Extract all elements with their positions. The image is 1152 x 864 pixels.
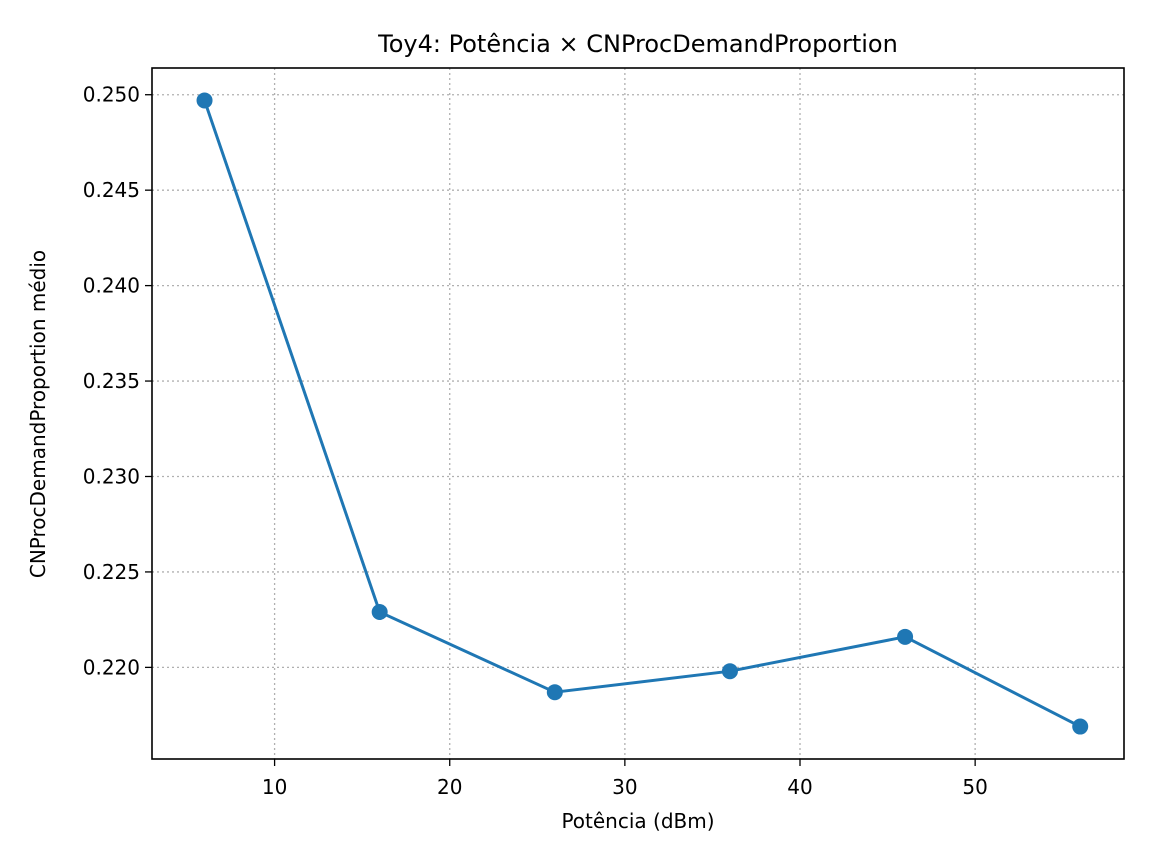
x-tick-label: 40 [787,775,812,799]
x-tick-label: 20 [437,775,462,799]
y-tick-label: 0.230 [83,464,140,488]
grid [152,68,1124,759]
data-point [1072,718,1089,735]
x-tick-label: 50 [962,775,987,799]
ticks: 10 20 30 40 50 0.220 0.225 0.230 0.235 0.240 0.245… [83,83,988,799]
x-tick-label: 30 [612,775,637,799]
x-tick-label: 10 [262,775,287,799]
series-line [203,98,1082,729]
x-axis-title: Potência (dBm) [561,809,714,833]
y-tick-label: 0.240 [83,274,140,298]
y-tick-label: 0.235 [83,369,140,393]
data-point [897,628,914,645]
y-tick-label: 0.250 [83,83,140,107]
data-point [196,92,213,109]
y-axis-title: CNProcDemandProportion médio [26,250,50,578]
series-layer [196,92,1089,735]
chart-title: Toy4: Potência × CNProcDemandProportion [377,30,898,58]
plot-frame [151,67,1125,760]
data-point [546,684,563,701]
data-point [371,604,388,621]
y-tick-label: 0.245 [83,178,140,202]
y-tick-label: 0.220 [83,655,140,679]
y-tick-label: 0.225 [83,560,140,584]
data-point [721,663,738,680]
